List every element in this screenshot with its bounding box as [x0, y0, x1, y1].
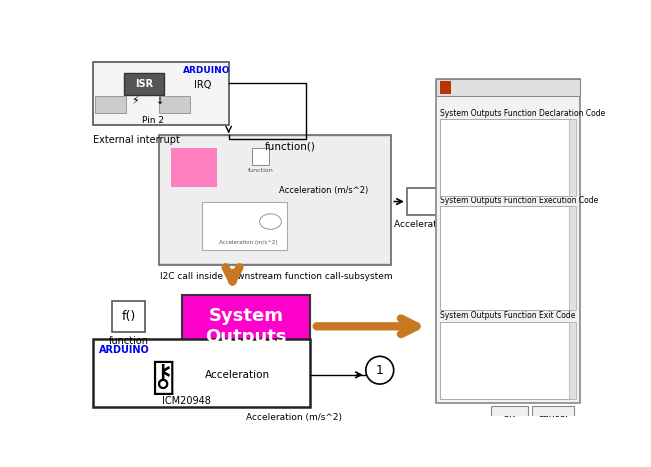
Text: Acceleration (m/s^2): Acceleration (m/s^2) [394, 220, 490, 229]
Text: function(): function() [265, 141, 316, 151]
Bar [532, 406, 574, 422]
Text: ∧: ∧ [570, 207, 575, 213]
Bar [569, 322, 576, 399]
Text: ∨: ∨ [570, 189, 575, 195]
Bar [124, 73, 164, 94]
Text: ISR: ISR [135, 79, 153, 89]
Bar [440, 206, 572, 310]
Text: Acceleration (m/s^2): Acceleration (m/s^2) [219, 240, 277, 245]
Text: ⛾: ⛾ [151, 358, 174, 396]
Text: External interrupt: External interrupt [93, 134, 180, 145]
Text: —: — [533, 83, 542, 92]
Text: ARDUINO: ARDUINO [183, 66, 230, 75]
Text: System Outputs Function Exit Code: System Outputs Function Exit Code [440, 311, 575, 320]
Bar [160, 137, 390, 263]
Text: function: function [109, 336, 148, 346]
Text: ∧: ∧ [570, 323, 575, 329]
Text: ICM20948: ICM20948 [161, 396, 210, 406]
Bar [569, 119, 576, 196]
Bar [93, 62, 229, 125]
Ellipse shape [366, 356, 394, 384]
Text: ×: × [563, 83, 573, 92]
Text: OK: OK [503, 410, 516, 418]
Bar [440, 322, 572, 399]
Bar [491, 406, 528, 422]
Bar [93, 340, 310, 407]
Bar [159, 135, 391, 265]
Bar [252, 149, 269, 165]
Ellipse shape [260, 214, 281, 229]
Bar [436, 79, 579, 96]
Text: IRQ: IRQ [194, 80, 211, 90]
Text: I2C call inside downstream function call-subsystem: I2C call inside downstream function call… [160, 272, 393, 282]
Bar [440, 81, 451, 94]
Text: function: function [247, 168, 273, 173]
Text: Pin 2: Pin 2 [142, 116, 164, 125]
Text: Acceleration (m/s^2): Acceleration (m/s^2) [279, 186, 368, 195]
Bar [113, 301, 145, 332]
Text: ∨: ∨ [570, 392, 575, 398]
Text: 1: 1 [376, 364, 383, 377]
Text: ↓: ↓ [156, 96, 163, 106]
Text: □: □ [548, 83, 557, 92]
Text: ARDUINO: ARDUINO [99, 345, 150, 355]
Text: f(): f() [122, 310, 136, 323]
Text: ⚡: ⚡ [131, 96, 139, 106]
Text: sei();: sei(); [443, 212, 473, 221]
Bar [171, 149, 217, 187]
Bar [569, 206, 576, 310]
Bar [440, 119, 572, 196]
Text: Cancel: Cancel [537, 410, 568, 418]
Bar [407, 189, 477, 215]
Bar [202, 202, 286, 250]
Bar [95, 96, 126, 113]
Text: Acceleration: Acceleration [205, 370, 271, 380]
Text: System Outputs Function Execution Code: System Outputs Function Execution Code [440, 196, 598, 205]
Bar [436, 79, 579, 403]
Text: System ...: System ... [458, 83, 503, 92]
Text: System
Outputs: System Outputs [205, 307, 287, 346]
Text: ∨: ∨ [570, 303, 575, 309]
Bar [159, 96, 190, 113]
Text: ⚷: ⚷ [152, 363, 174, 392]
Text: System Outputs Function Declaration Code: System Outputs Function Declaration Code [440, 109, 605, 118]
Bar [182, 295, 310, 358]
Text: ∧: ∧ [570, 120, 575, 126]
Text: Acceleration (m/s^2): Acceleration (m/s^2) [247, 413, 342, 423]
